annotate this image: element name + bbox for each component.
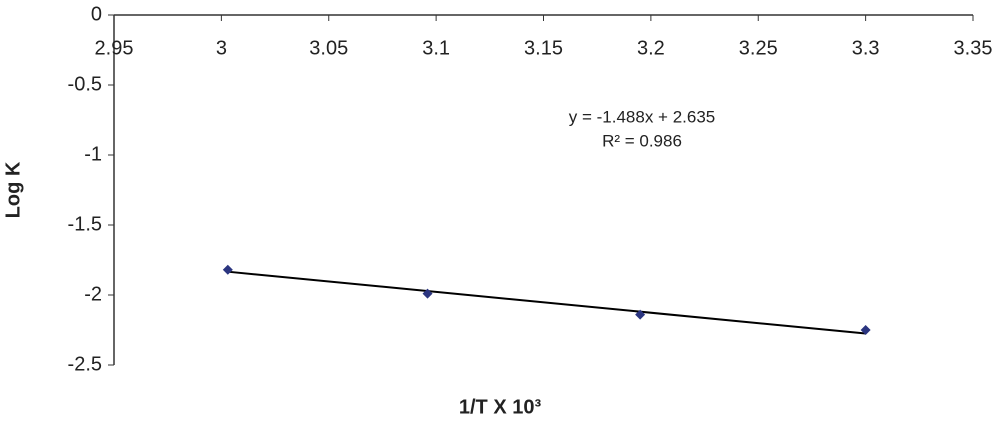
data-point	[222, 264, 233, 275]
y-tick-label: -1	[84, 143, 102, 165]
x-tick-label: 3.35	[954, 37, 993, 59]
y-axis-title: Log K	[2, 161, 24, 218]
x-tick-label: 3.25	[739, 37, 778, 59]
x-tick-label: 3.15	[524, 37, 563, 59]
y-tick-label: 0	[91, 3, 102, 25]
data-point	[860, 325, 871, 335]
x-tick-label: 3	[216, 37, 227, 59]
y-tick-label: -0.5	[68, 73, 102, 95]
x-tick-label: 3.2	[637, 37, 665, 59]
x-tick-label: 2.95	[95, 37, 134, 59]
data-point	[422, 288, 433, 299]
x-tick-label: 3.05	[309, 37, 348, 59]
x-axis-title: 1/T X 10³	[459, 396, 542, 418]
y-tick-label: -2.5	[68, 353, 102, 375]
x-tick-label: 3.3	[852, 37, 880, 59]
trendline	[227, 270, 866, 335]
data-point	[635, 309, 646, 320]
x-tick-label: 3.1	[422, 37, 450, 59]
trendline-r2: R² = 0.986	[602, 131, 682, 150]
y-tick-label: -1.5	[68, 213, 102, 235]
y-tick-label: -2	[84, 283, 102, 305]
trendline-equation: y = -1.488x + 2.635	[569, 107, 716, 126]
